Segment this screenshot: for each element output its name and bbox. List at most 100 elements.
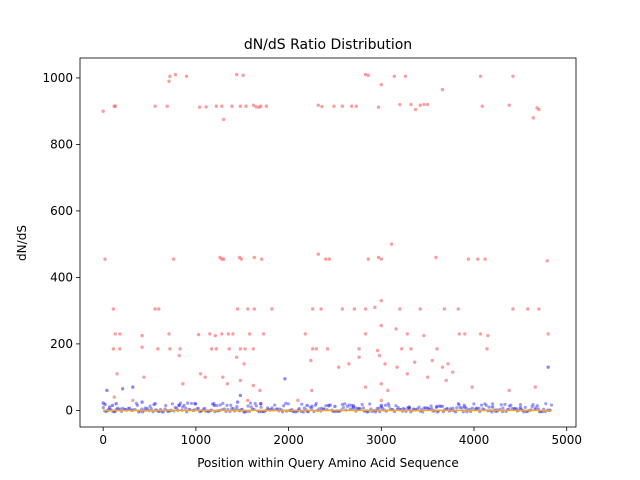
data-point-series-0: [264, 104, 269, 108]
data-point-series-0: [323, 257, 328, 261]
data-point-series-0: [533, 385, 537, 389]
data-point-series-0: [507, 103, 511, 107]
data-point-series-0: [366, 257, 371, 261]
data-point-series-0: [425, 102, 430, 107]
data-point-series-0: [167, 79, 171, 83]
data-point-series-0: [261, 332, 266, 336]
data-point-series-0: [251, 347, 256, 351]
data-point-series-0: [196, 332, 201, 337]
data-point-series-0: [214, 104, 218, 108]
plot-marks: [101, 72, 554, 414]
data-point-low-band: [230, 406, 234, 411]
data-point-low-band: [141, 410, 145, 414]
data-point-series-0: [296, 398, 300, 403]
data-point-series-1: [407, 405, 411, 409]
data-point-series-0: [511, 307, 515, 311]
data-point-series-0: [409, 347, 413, 351]
data-point-low-band: [302, 406, 306, 410]
data-point-series-0: [214, 347, 218, 351]
data-point-low-band: [310, 406, 314, 410]
data-point-series-0: [375, 348, 380, 353]
data-point-series-0: [303, 332, 307, 336]
data-point-series-0: [405, 372, 409, 376]
data-point-low-band: [225, 403, 229, 407]
data-point-series-0: [379, 398, 384, 403]
data-point-series-0: [546, 332, 550, 336]
data-point-series-0: [140, 345, 144, 349]
x-tick-label: 1000: [181, 433, 212, 447]
data-point-series-0: [377, 353, 382, 358]
data-point-series-0: [537, 307, 541, 311]
data-point-series-0: [457, 332, 461, 336]
data-point-series-0: [400, 347, 404, 351]
data-point-low-band: [341, 405, 346, 410]
data-point-series-0: [142, 375, 146, 379]
data-point-series-1: [259, 402, 263, 406]
data-point-low-band: [510, 407, 514, 411]
data-point-series-0: [153, 307, 157, 311]
data-point-low-band: [394, 404, 398, 408]
data-point-low-band: [231, 406, 235, 411]
data-point-series-0: [545, 259, 549, 263]
data-point-low-band: [360, 402, 364, 407]
data-point-low-band: [439, 404, 443, 408]
data-point-series-0: [118, 332, 122, 336]
data-point-low-band: [445, 406, 449, 411]
data-point-low-band: [455, 406, 459, 410]
y-axis-label: dN/dS: [15, 225, 29, 261]
data-point-series-0: [389, 242, 394, 246]
data-point-low-band: [127, 406, 132, 410]
data-point-series-0: [398, 307, 402, 311]
data-point-series-0: [184, 74, 189, 78]
data-point-series-0: [111, 347, 116, 351]
data-point-series-0: [485, 347, 489, 351]
data-point-series-0: [153, 104, 157, 108]
data-point-series-0: [243, 347, 247, 351]
data-point-low-band: [310, 404, 314, 408]
data-point-series-1: [177, 403, 181, 408]
data-point-low-band: [173, 405, 177, 410]
data-point-low-band: [380, 406, 385, 410]
data-point-low-band: [248, 401, 253, 405]
data-point-series-0: [340, 307, 345, 311]
data-point-series-0: [252, 307, 256, 311]
data-point-series-0: [340, 104, 345, 108]
data-point-low-band: [243, 410, 247, 414]
data-point-series-0: [244, 104, 248, 108]
data-point-series-0: [379, 323, 384, 328]
data-point-series-0: [235, 307, 240, 311]
data-point-low-band: [477, 406, 481, 410]
data-point-series-0: [456, 307, 460, 311]
data-point-series-0: [444, 378, 448, 383]
data-point-low-band: [458, 405, 462, 410]
data-point-series-0: [526, 307, 530, 311]
data-point-series-0: [418, 307, 422, 311]
data-point-series-0: [336, 365, 341, 369]
data-point-series-0: [222, 257, 226, 261]
data-point-low-band: [531, 403, 535, 407]
data-point-series-0: [379, 298, 384, 303]
data-point-series-0: [310, 388, 314, 393]
data-point-series-0: [320, 104, 324, 109]
y-tick-label: 800: [50, 137, 73, 151]
data-point-low-band: [440, 404, 445, 408]
plot-frame: [79, 57, 577, 428]
data-point-series-0: [386, 388, 390, 393]
y-tick-label: 1000: [42, 71, 73, 85]
data-point-low-band: [143, 406, 147, 410]
data-point-low-band: [523, 405, 527, 409]
data-point-low-band: [259, 405, 263, 409]
data-point-low-band: [345, 404, 349, 408]
data-point-low-band: [347, 403, 351, 407]
data-point-series-0: [198, 372, 203, 376]
data-point-series-0: [251, 383, 256, 388]
data-point-series-0: [115, 372, 119, 376]
data-point-low-band: [470, 406, 475, 410]
data-point-series-0: [168, 347, 172, 351]
data-point-series-1: [283, 377, 287, 381]
data-point-series-0: [242, 362, 246, 366]
data-point-low-band: [181, 405, 185, 409]
data-point-series-0: [220, 332, 224, 336]
data-point-low-band: [235, 404, 239, 409]
